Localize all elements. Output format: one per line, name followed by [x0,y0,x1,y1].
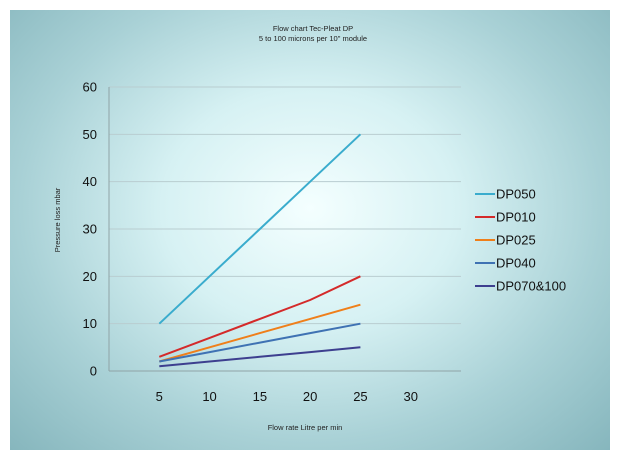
series-line-dp010 [158,275,361,358]
legend-item-label: DP050 [496,187,536,202]
axes [108,87,461,372]
legend-item-label: DP040 [496,256,536,271]
x-tick-label: 15 [253,389,267,404]
y-tick-label: 40 [83,174,97,189]
x-tick-label: 20 [303,389,317,404]
x-axis-label: Flow rate Litre per min [268,423,343,432]
series-line-dp040 [159,322,361,363]
line-chart: Flow chart Tec-Pleat DP 5 to 100 microns… [53,24,566,432]
tick-labels: 0 10 20 30 40 50 60 5 10 15 20 25 30 [83,80,418,405]
chart-title: Flow chart Tec-Pleat DP [273,24,353,33]
legend: DP050 DP010 DP025 DP040 DP070&100 [475,187,566,294]
series-line-dp070-100 [159,346,361,368]
gridlines [109,86,461,325]
y-tick-label: 10 [83,316,97,331]
series-line-dp050 [158,133,362,325]
x-tick-label: 25 [353,389,367,404]
series-lines [158,133,362,368]
series-line-dp025 [159,303,361,363]
chart-area: Flow chart Tec-Pleat DP 5 to 100 microns… [10,10,610,450]
x-tick-label: 10 [202,389,216,404]
legend-item-label: DP025 [496,233,536,248]
x-tick-label: 30 [403,389,417,404]
y-tick-label: 20 [83,269,97,284]
legend-item-label: DP070&100 [496,279,566,294]
x-tick-label: 5 [156,389,163,404]
y-tick-label: 0 [90,364,97,379]
y-axis-label: Pressure loss mbar [53,187,62,252]
legend-item-label: DP010 [496,210,536,225]
chart-subtitle: 5 to 100 microns per 10" module [259,34,367,43]
y-tick-label: 50 [83,127,97,142]
y-tick-label: 30 [83,222,97,237]
y-tick-label: 60 [83,80,97,95]
